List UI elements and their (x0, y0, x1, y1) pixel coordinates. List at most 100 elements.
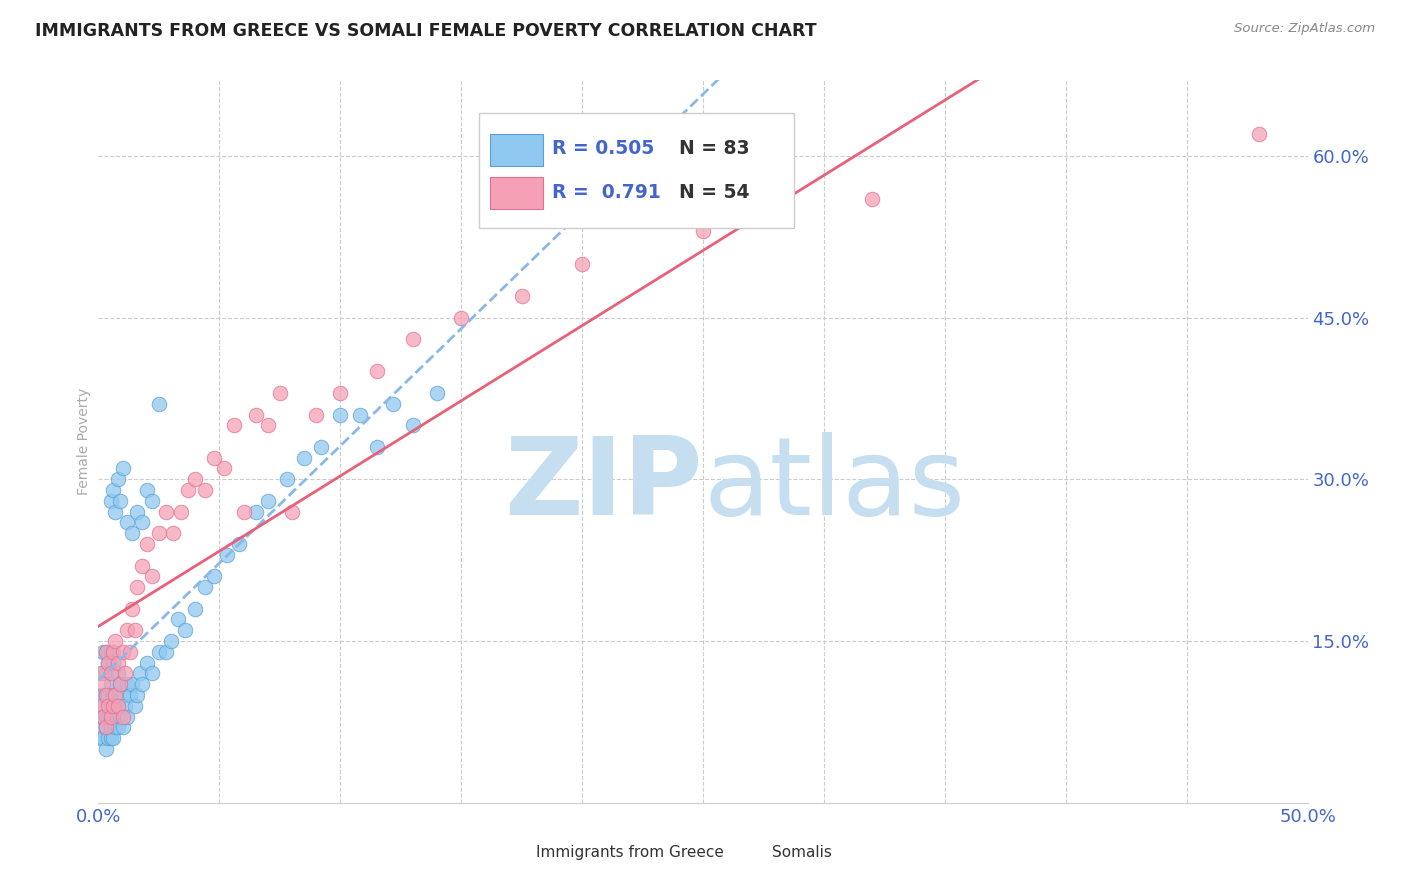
Point (148, 645, 170, 659)
Point (100, 666, 122, 681)
Point (108, 677, 131, 691)
Point (245, 408, 267, 422)
Point (167, 612, 190, 626)
Point (222, 418, 245, 433)
Point (426, 386, 449, 401)
Point (184, 601, 207, 615)
Point (450, 310, 472, 325)
Point (276, 472, 298, 486)
Point (124, 698, 146, 713)
Point (118, 688, 141, 702)
Point (114, 666, 136, 681)
Point (141, 569, 163, 583)
Text: R = 0.505: R = 0.505 (551, 139, 654, 159)
Point (91, 666, 114, 681)
Point (107, 472, 129, 486)
Point (131, 558, 153, 573)
Point (169, 505, 191, 519)
Point (91, 720, 114, 734)
Point (101, 688, 124, 702)
Point (94, 720, 117, 734)
Point (91, 709, 114, 723)
FancyBboxPatch shape (495, 843, 530, 864)
Text: Source: ZipAtlas.com: Source: ZipAtlas.com (1234, 22, 1375, 36)
Point (204, 569, 226, 583)
Point (111, 720, 134, 734)
Point (571, 257, 593, 271)
Point (1249, 127, 1271, 141)
Point (194, 483, 217, 497)
Point (155, 505, 177, 519)
Point (100, 493, 122, 508)
Point (148, 526, 170, 541)
Point (269, 386, 291, 401)
Point (117, 516, 139, 530)
Point (124, 624, 146, 638)
Point (118, 645, 141, 659)
Point (101, 483, 124, 497)
Point (212, 461, 235, 475)
Point (692, 224, 714, 238)
Point (90, 666, 112, 681)
Point (97, 698, 120, 713)
Point (100, 709, 122, 723)
Point (111, 709, 134, 723)
Y-axis label: Female Poverty: Female Poverty (77, 388, 91, 495)
Point (215, 548, 238, 562)
Point (117, 677, 139, 691)
Point (114, 698, 136, 713)
Point (107, 666, 129, 681)
Point (128, 666, 150, 681)
Point (94, 688, 117, 702)
Point (97, 688, 120, 702)
Point (100, 720, 122, 734)
Point (510, 289, 533, 303)
Point (232, 505, 254, 519)
Point (94, 742, 117, 756)
Point (141, 666, 163, 681)
Point (94, 709, 117, 723)
Point (281, 505, 304, 519)
Point (305, 408, 328, 422)
Point (177, 483, 200, 497)
Point (111, 688, 134, 702)
Point (101, 731, 124, 745)
Point (256, 493, 278, 508)
Point (94, 720, 117, 734)
Point (131, 677, 153, 691)
Point (329, 386, 352, 401)
Point (135, 537, 157, 551)
Point (127, 688, 149, 702)
Point (160, 634, 183, 648)
Point (131, 516, 153, 530)
Point (107, 698, 129, 713)
Point (91, 698, 114, 713)
Point (101, 656, 124, 670)
Point (148, 397, 170, 411)
Point (256, 418, 278, 433)
Point (101, 645, 124, 659)
Text: Somalis: Somalis (772, 845, 832, 860)
Point (135, 483, 157, 497)
Point (174, 624, 197, 638)
Point (194, 580, 217, 594)
Point (108, 709, 131, 723)
Point (121, 526, 143, 541)
Point (104, 688, 127, 702)
Point (94, 688, 117, 702)
Text: N = 83: N = 83 (679, 139, 749, 159)
Point (117, 709, 139, 723)
Point (97, 656, 120, 670)
Text: N = 54: N = 54 (679, 183, 749, 202)
Text: IMMIGRANTS FROM GREECE VS SOMALI FEMALE POVERTY CORRELATION CHART: IMMIGRANTS FROM GREECE VS SOMALI FEMALE … (35, 22, 817, 40)
Point (155, 645, 177, 659)
Text: Immigrants from Greece: Immigrants from Greece (536, 845, 724, 860)
Point (366, 364, 388, 378)
Point (101, 709, 124, 723)
Point (860, 192, 883, 206)
Point (121, 601, 143, 615)
Point (184, 472, 207, 486)
Point (91, 645, 114, 659)
Point (91, 731, 114, 745)
Point (100, 698, 122, 713)
